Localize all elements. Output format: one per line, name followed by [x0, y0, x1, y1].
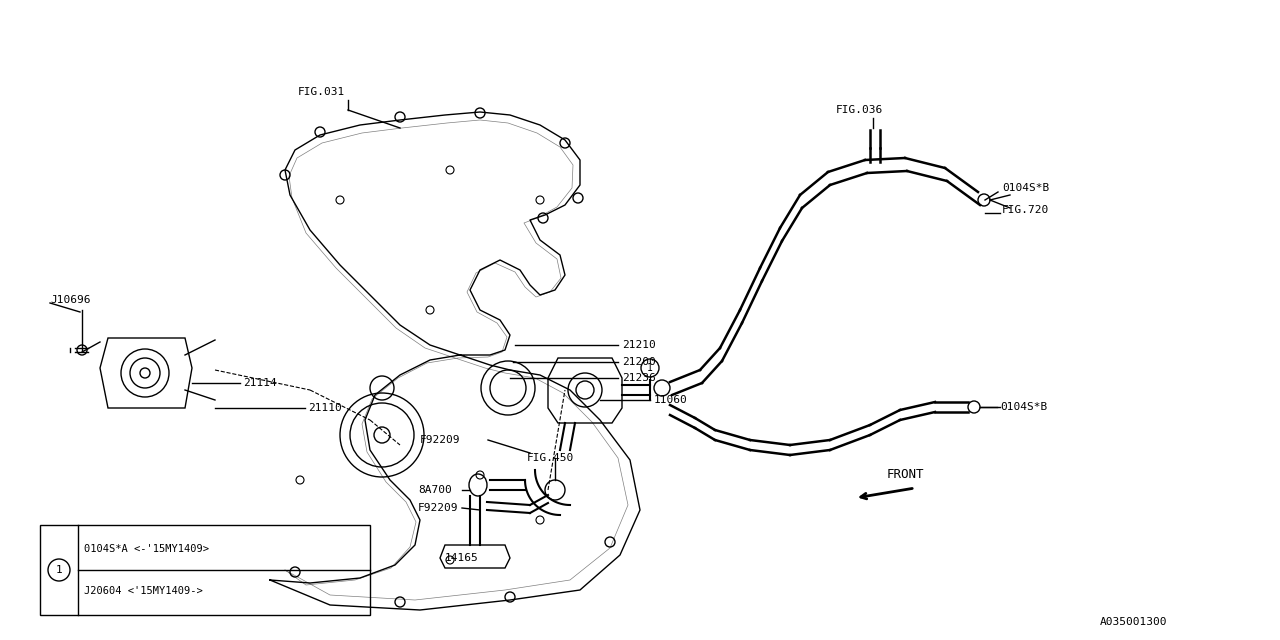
- Text: F92209: F92209: [420, 435, 461, 445]
- Text: 8A700: 8A700: [419, 485, 452, 495]
- Text: A035001300: A035001300: [1100, 617, 1167, 627]
- Text: 0104S*B: 0104S*B: [1002, 183, 1050, 193]
- Text: 11060: 11060: [654, 395, 687, 405]
- Text: 0104S*B: 0104S*B: [1000, 402, 1047, 412]
- Text: 14165: 14165: [445, 553, 479, 563]
- Text: J10696: J10696: [50, 295, 91, 305]
- Text: F92209: F92209: [419, 503, 458, 513]
- Text: 21200: 21200: [622, 357, 655, 367]
- Text: 1: 1: [55, 565, 63, 575]
- Text: 1: 1: [648, 363, 653, 373]
- Text: FIG.720: FIG.720: [1002, 205, 1050, 215]
- Bar: [40, 525, 370, 615]
- Text: 21210: 21210: [622, 340, 655, 350]
- Text: FIG.031: FIG.031: [298, 87, 346, 97]
- Text: FRONT: FRONT: [886, 468, 924, 481]
- Text: FIG.450: FIG.450: [527, 453, 575, 463]
- Text: 21110: 21110: [308, 403, 342, 413]
- Text: J20604 <'15MY1409->: J20604 <'15MY1409->: [84, 586, 202, 596]
- Text: 21114: 21114: [243, 378, 276, 388]
- Text: FIG.036: FIG.036: [836, 105, 883, 115]
- Text: 0104S*A <-'15MY1409>: 0104S*A <-'15MY1409>: [84, 544, 209, 554]
- Text: 21236: 21236: [622, 373, 655, 383]
